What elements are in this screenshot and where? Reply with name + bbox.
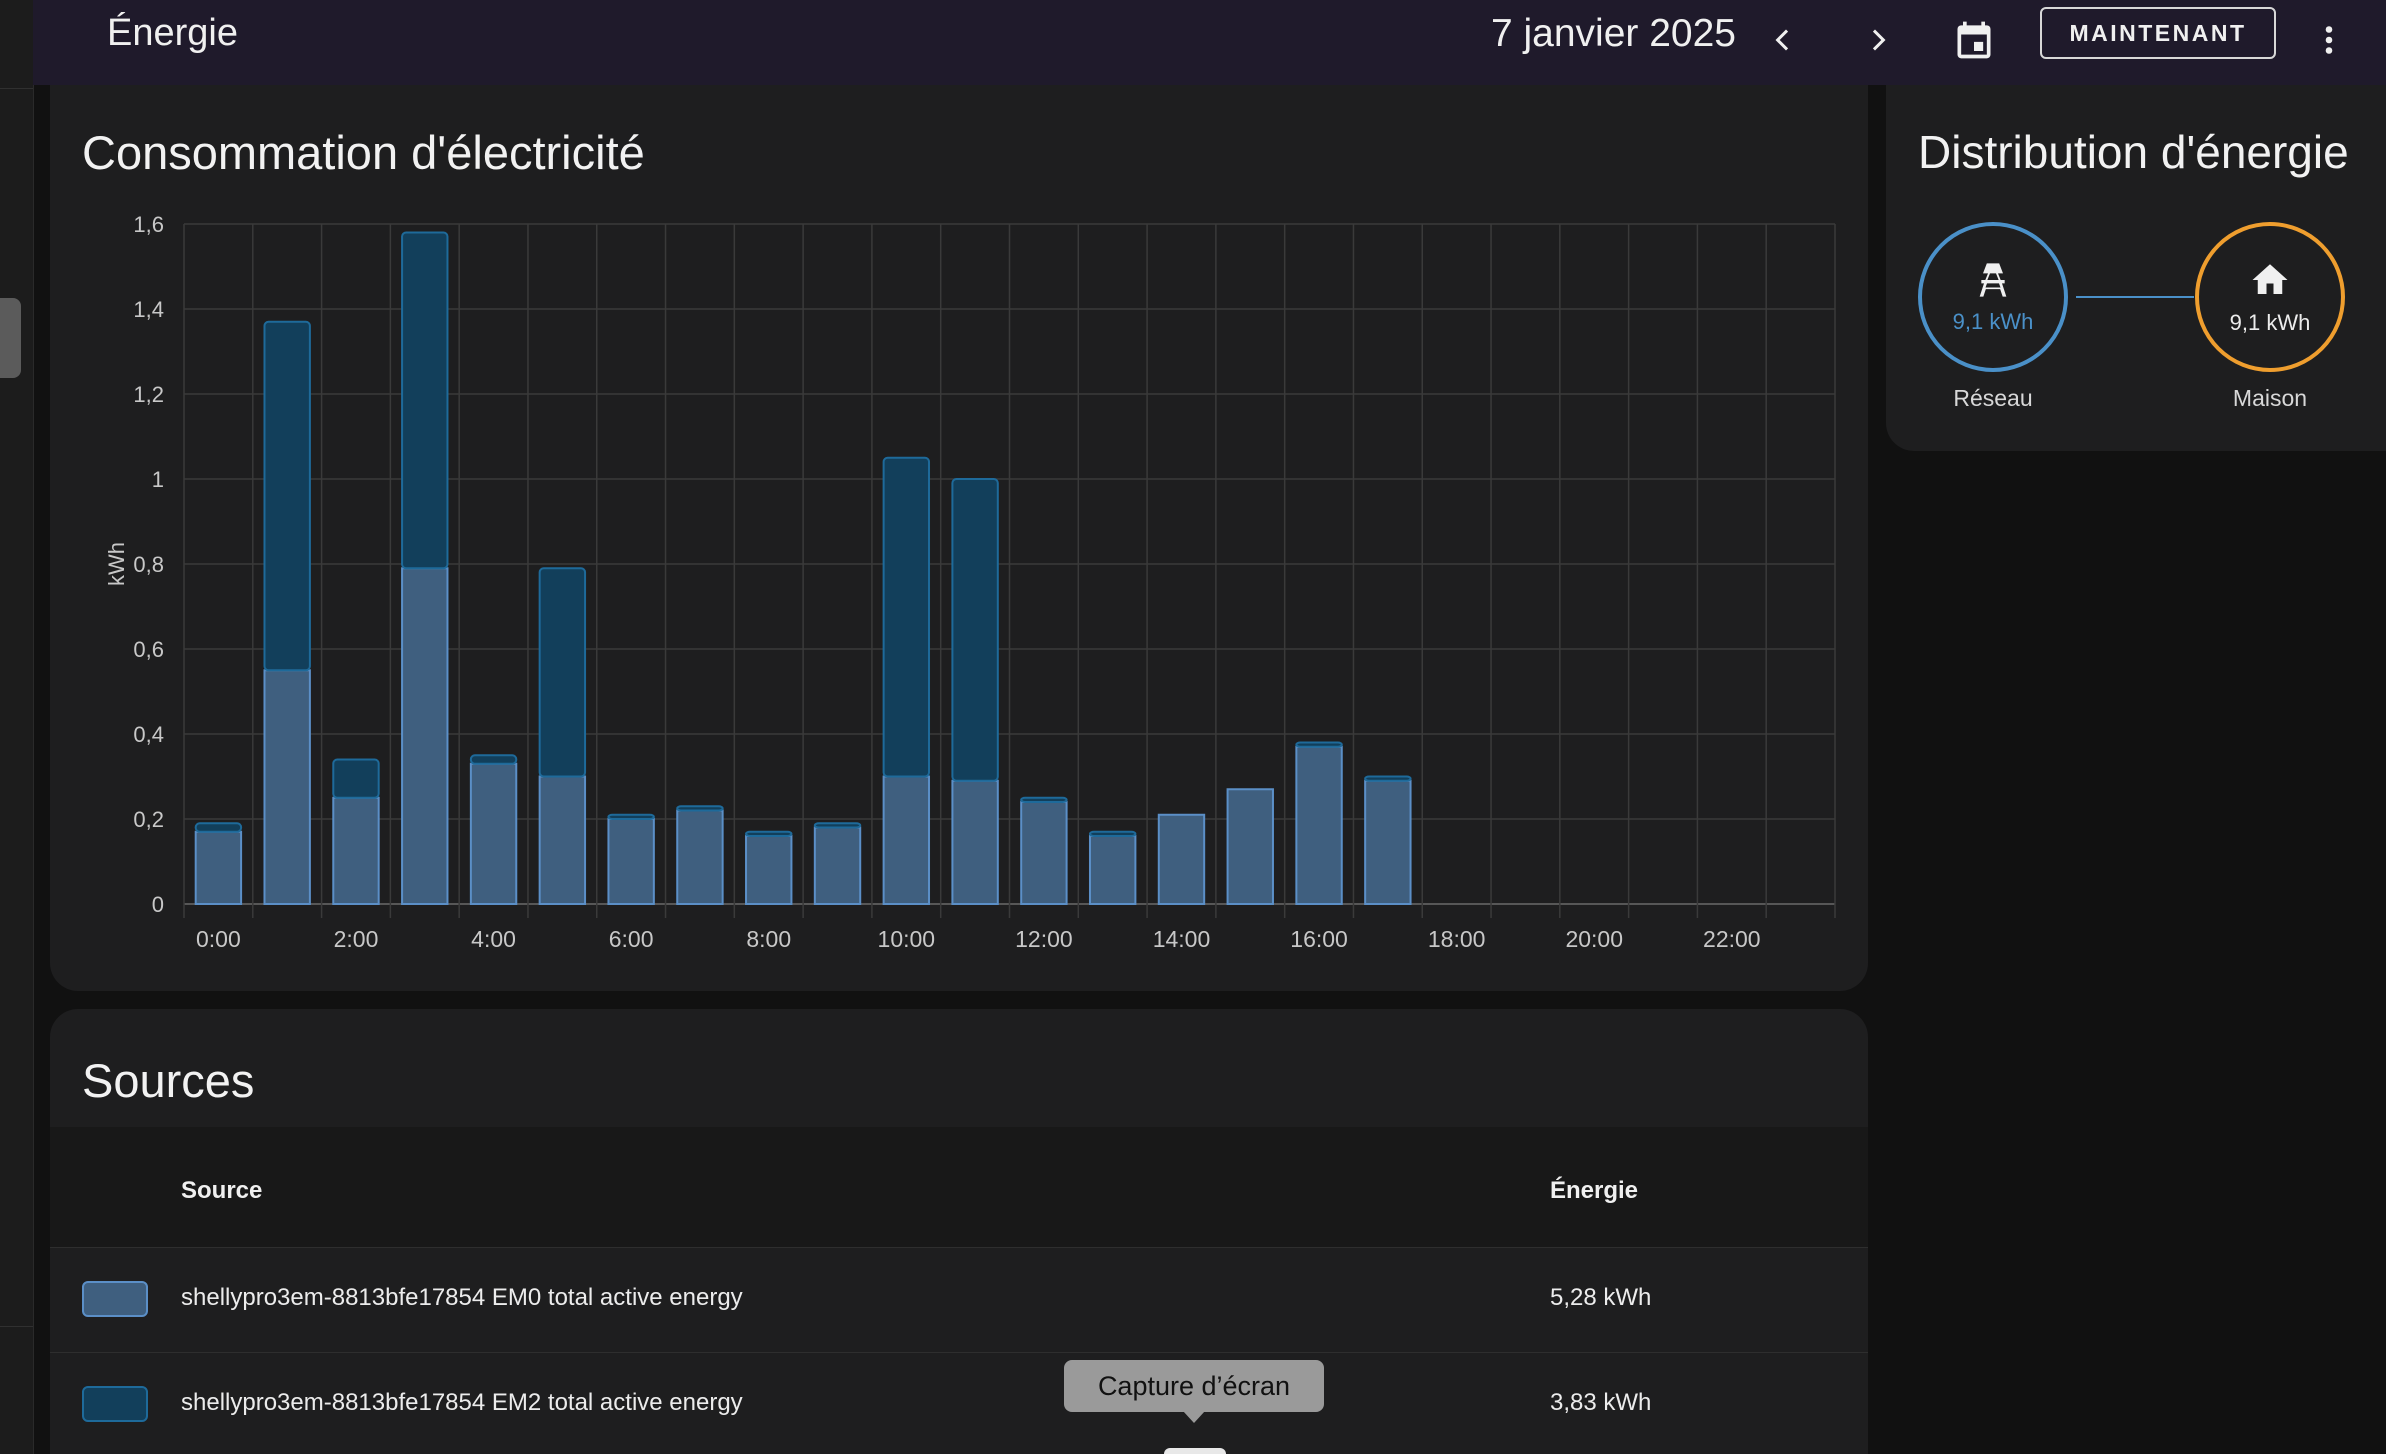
y-tick-label: 0,2 bbox=[133, 807, 164, 832]
tooltip-arrow bbox=[1183, 1411, 1205, 1423]
bar-series-1 bbox=[1295, 741, 1343, 748]
x-tick-label: 22:00 bbox=[1703, 926, 1761, 952]
consumption-chart: 0 0,2 0,4 0,6 0,8 1 1,2 1,4 1,6 0:00 2:00 4:00 6:00 8… bbox=[104, 212, 1836, 952]
sources-card: Sources Source Énergie shellypro3em-8813… bbox=[50, 1009, 1868, 1454]
bar-series-1 bbox=[951, 478, 999, 782]
bar-series-1 bbox=[813, 822, 862, 829]
y-tick-label: 0 bbox=[152, 892, 164, 917]
x-tick-label: 20:00 bbox=[1565, 926, 1623, 952]
bar-series-0 bbox=[263, 669, 311, 905]
y-tick-label: 0,8 bbox=[133, 552, 164, 577]
bar-series-0 bbox=[1020, 801, 1068, 905]
x-tick-label: 16:00 bbox=[1290, 926, 1348, 952]
bar-series-1 bbox=[745, 830, 793, 837]
sidebar-rail bbox=[0, 0, 34, 1454]
chevron-left-icon[interactable] bbox=[1751, 8, 1815, 72]
bar-series-0 bbox=[469, 762, 518, 905]
bar-series-1 bbox=[263, 320, 311, 672]
x-tick-label: 12:00 bbox=[1015, 926, 1073, 952]
bottom-handle[interactable] bbox=[1164, 1448, 1226, 1454]
x-tick-label: 6:00 bbox=[609, 926, 654, 952]
bar-series-0 bbox=[194, 830, 243, 905]
y-tick-label: 1 bbox=[152, 467, 164, 492]
bar-series-1 bbox=[607, 813, 655, 820]
x-tick-label: 2:00 bbox=[334, 926, 379, 952]
screenshot-tooltip: Capture d’écran bbox=[1064, 1360, 1324, 1412]
bar-series-1 bbox=[469, 754, 518, 765]
bar-series-0 bbox=[882, 775, 931, 905]
bar-series-0 bbox=[1088, 835, 1137, 905]
bar-series-0 bbox=[607, 818, 655, 905]
bar-series-0 bbox=[1364, 779, 1412, 905]
more-vertical-icon[interactable] bbox=[2297, 8, 2361, 72]
bar-series-0 bbox=[745, 835, 793, 905]
grid-node[interactable]: 9,1 kWh bbox=[1918, 222, 2068, 372]
distribution-title: Distribution d'énergie bbox=[1918, 126, 2349, 178]
x-tick-label: 18:00 bbox=[1428, 926, 1486, 952]
source-energy: 5,28 kWh bbox=[1550, 1284, 1652, 1311]
bar-series-1 bbox=[882, 456, 931, 778]
home-icon bbox=[2249, 259, 2291, 306]
bar-series-1 bbox=[401, 231, 449, 570]
y-tick-label: 1,6 bbox=[133, 212, 164, 237]
now-button[interactable]: MAINTENANT bbox=[2040, 7, 2276, 59]
x-tick-label: 10:00 bbox=[878, 926, 936, 952]
source-name: shellypro3em-8813bfe17854 EM0 total acti… bbox=[181, 1284, 743, 1311]
series-color-swatch bbox=[82, 1281, 148, 1317]
bar-series-1 bbox=[676, 805, 724, 812]
bar-series-0 bbox=[538, 775, 587, 905]
bar-series-1 bbox=[194, 822, 243, 833]
table-row[interactable]: shellypro3em-8813bfe17854 EM2 total acti… bbox=[50, 1353, 1868, 1454]
page-title: Énergie bbox=[107, 12, 238, 54]
chevron-right-icon[interactable] bbox=[1846, 8, 1910, 72]
x-tick-label: 0:00 bbox=[196, 926, 241, 952]
bar-series-0 bbox=[813, 826, 862, 905]
y-tick-label: 1,2 bbox=[133, 382, 164, 407]
y-tick-label: 0,4 bbox=[133, 722, 164, 747]
x-tick-label: 8:00 bbox=[746, 926, 791, 952]
bar-series-1 bbox=[1020, 796, 1068, 803]
source-energy: 3,83 kWh bbox=[1550, 1389, 1652, 1416]
calendar-icon[interactable] bbox=[1942, 8, 2006, 72]
home-value: 9,1 kWh bbox=[2229, 309, 2311, 335]
sidebar-scroll-handle[interactable] bbox=[0, 298, 21, 378]
bar-series-0 bbox=[676, 809, 724, 905]
table-row[interactable]: shellypro3em-8813bfe17854 EM0 total acti… bbox=[50, 1248, 1868, 1353]
sidebar-divider bbox=[0, 1326, 33, 1327]
table-header: Source Énergie bbox=[50, 1127, 1868, 1248]
column-header-energy[interactable]: Énergie bbox=[1550, 1177, 1639, 1204]
bar-series-1 bbox=[1088, 830, 1137, 837]
bar-series-0 bbox=[1157, 813, 1206, 905]
series-color-swatch bbox=[82, 1386, 148, 1422]
x-tick-label: 14:00 bbox=[1153, 926, 1211, 952]
column-header-source[interactable]: Source bbox=[181, 1177, 263, 1204]
bar-series-1 bbox=[1364, 775, 1412, 782]
bar-series-1 bbox=[332, 758, 380, 799]
grid-value: 9,1 kWh bbox=[1952, 308, 2034, 334]
grid-label: Réseau bbox=[1953, 385, 2033, 411]
y-tick-label: 0,6 bbox=[133, 637, 164, 662]
y-tick-label: 1,4 bbox=[133, 297, 164, 322]
bar-series-1 bbox=[538, 567, 587, 778]
consumption-title: Consommation d'électricité bbox=[82, 126, 645, 179]
bar-series-0 bbox=[401, 567, 449, 905]
bar-series-0 bbox=[951, 779, 999, 905]
sidebar-divider bbox=[0, 88, 33, 89]
y-axis-label: kWh bbox=[104, 542, 129, 586]
sources-title: Sources bbox=[82, 1054, 255, 1107]
home-node[interactable]: 9,1 kWh bbox=[2195, 222, 2345, 372]
transmission-tower-icon bbox=[1973, 260, 2013, 305]
bar-series-0 bbox=[1226, 788, 1274, 905]
bar-series-0 bbox=[332, 796, 380, 905]
bar-series-0 bbox=[1295, 745, 1343, 905]
x-tick-label: 4:00 bbox=[471, 926, 516, 952]
home-label: Maison bbox=[2232, 385, 2308, 411]
date-label: 7 janvier 2025 bbox=[1490, 12, 1736, 55]
app-header: Énergie 7 janvier 2025 MAINTENANT bbox=[33, 0, 2386, 85]
consumption-card: Consommation d'électricité 0 0,2 0,4 0,6 0,8… bbox=[50, 85, 1868, 991]
source-name: shellypro3em-8813bfe17854 EM2 total acti… bbox=[181, 1389, 743, 1416]
distribution-card: Distribution d'énergie 9,1 kWh Réseau 9,… bbox=[1886, 85, 2386, 451]
flow-line bbox=[2076, 296, 2194, 298]
